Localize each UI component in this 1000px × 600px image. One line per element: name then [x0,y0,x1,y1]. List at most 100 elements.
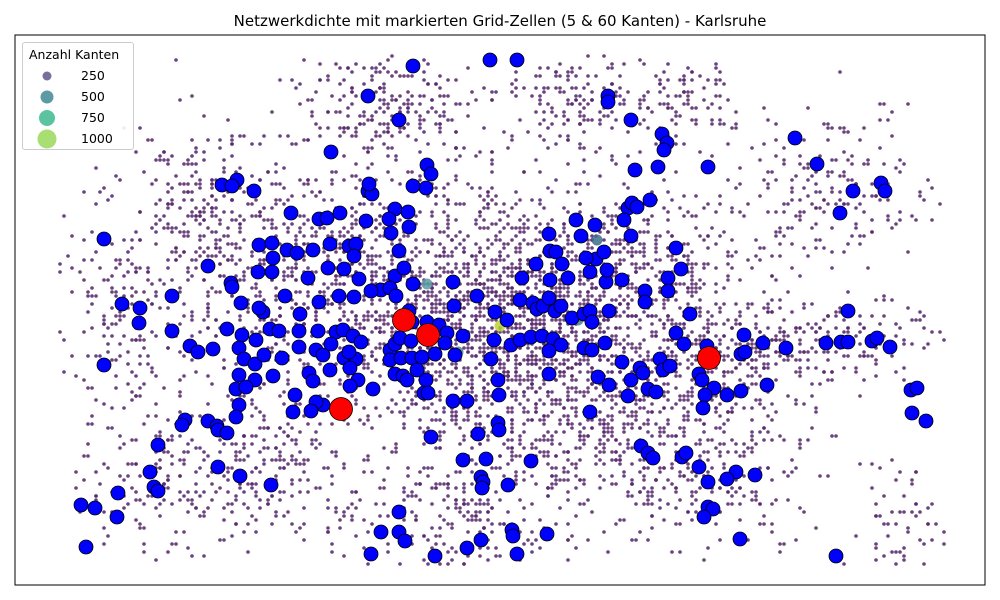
density-point [442,310,446,314]
density-point [298,82,302,86]
density-point [106,342,110,346]
density-point [182,354,186,358]
density-point [490,262,494,266]
density-point [618,410,622,414]
density-point [830,170,834,174]
density-point [642,262,646,266]
density-point [170,226,174,230]
density-point [306,294,310,298]
density-point [186,158,190,162]
density-point [550,122,554,126]
density-point [190,358,194,362]
density-point [230,154,234,158]
density-point [178,434,182,438]
density-point [370,230,374,234]
density-point [442,94,446,98]
density-point [910,318,914,322]
density-point [690,250,694,254]
density-point [430,210,434,214]
density-point [422,298,426,302]
density-point [386,146,390,150]
density-point [450,362,454,366]
density-point [482,386,486,390]
density-point [202,458,206,462]
density-point [366,562,370,566]
density-point [410,94,414,98]
density-point [346,106,350,110]
density-point [862,378,866,382]
density-point [430,306,434,310]
density-point [750,358,754,362]
density-point [586,294,590,298]
density-point [274,298,278,302]
density-point [626,186,630,190]
density-point [166,206,170,210]
density-point [242,190,246,194]
density-point [510,262,514,266]
density-point [694,510,698,514]
density-point [166,202,170,206]
density-point [566,390,570,394]
density-point [566,242,570,246]
density-point [554,366,558,370]
density-point [738,182,742,186]
density-point [402,422,406,426]
density-point [846,158,850,162]
density-point [734,126,738,130]
density-point [490,466,494,470]
density-point [474,462,478,466]
density-point [130,246,134,250]
density-point [146,266,150,270]
density-point [426,62,430,66]
density-point [650,314,654,318]
density-point [734,402,738,406]
density-point [258,330,262,334]
density-point [346,506,350,510]
density-point [406,390,410,394]
density-point [646,466,650,470]
density-point [442,230,446,234]
density-point [778,230,782,234]
density-point [682,254,686,258]
density-point [142,290,146,294]
density-point [474,514,478,518]
density-point [614,242,618,246]
density-point [378,298,382,302]
density-point [518,246,522,250]
density-point [718,194,722,198]
density-point [578,278,582,282]
density-point [642,466,646,470]
density-point [742,474,746,478]
density-point [758,402,762,406]
density-point [98,482,102,486]
density-point [286,434,290,438]
density-point [638,346,642,350]
density-point [670,198,674,202]
density-point [454,146,458,150]
density-point [610,154,614,158]
density-point [490,170,494,174]
density-point [358,498,362,502]
density-point [290,142,294,146]
density-point [118,446,122,450]
density-point [478,282,482,286]
density-point [670,462,674,466]
density-point [494,290,498,294]
density-point [298,430,302,434]
density-point [130,438,134,442]
density-point [442,142,446,146]
density-point [618,342,622,346]
density-point [658,258,662,262]
density-point [278,454,282,458]
density-point [334,250,338,254]
density-point [622,430,626,434]
density-point [190,174,194,178]
density-point [246,550,250,554]
density-point [158,158,162,162]
density-point [674,402,678,406]
density-point [170,186,174,190]
density-point [766,466,770,470]
density-point [178,322,182,326]
density-point [506,386,510,390]
density-point [426,562,430,566]
